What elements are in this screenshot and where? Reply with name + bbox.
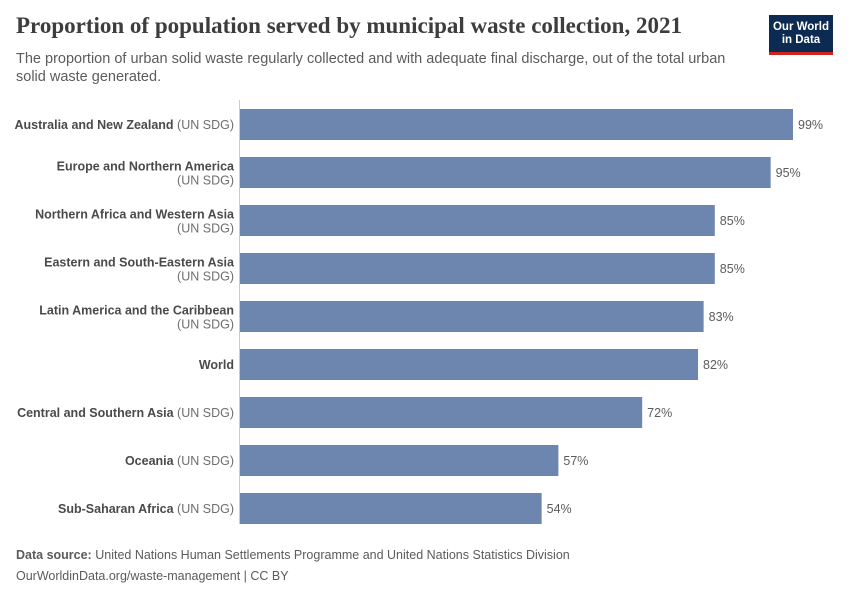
license-link[interactable]: OurWorldinData.org/waste-management | CC… <box>16 569 289 583</box>
category-label: Australia and New Zealand (UN SDG) <box>15 118 235 132</box>
category-suffix: (UN SDG) <box>174 118 234 132</box>
value-label: 54% <box>547 502 572 516</box>
value-label: 57% <box>563 454 588 468</box>
category-name: Australia and New Zealand <box>15 118 174 132</box>
bar[interactable] <box>240 493 542 524</box>
category-label: World <box>199 358 234 372</box>
data-source-text: United Nations Human Settlements Program… <box>95 548 570 562</box>
category-label: Oceania (UN SDG) <box>125 454 234 468</box>
data-source: Data source: United Nations Human Settle… <box>16 548 570 562</box>
category-label: Europe and Northern America <box>57 160 235 174</box>
value-label: 85% <box>720 262 745 276</box>
owid-logo[interactable]: Our World in Data <box>769 15 833 55</box>
bar[interactable] <box>240 445 559 476</box>
bar[interactable] <box>240 109 793 140</box>
category-suffix: (UN SDG) <box>174 406 234 420</box>
category-label: Eastern and South-Eastern Asia <box>44 256 235 270</box>
value-label: 82% <box>703 358 728 372</box>
category-name: World <box>199 358 234 372</box>
value-label: 99% <box>798 118 823 132</box>
value-label: 85% <box>720 214 745 228</box>
category-suffix: (UN SDG) <box>177 222 234 236</box>
logo-line-1: Our World <box>772 20 829 33</box>
data-source-label: Data source: <box>16 548 92 562</box>
logo-line-2: in Data <box>781 33 821 46</box>
bar-chart: 99% Australia and New Zealand (UN SDG) 95%… <box>15 100 823 524</box>
category-name: Sub-Saharan Africa <box>58 502 175 516</box>
category-name: Central and Southern Asia <box>17 406 175 420</box>
category-suffix: (UN SDG) <box>177 270 234 284</box>
bar[interactable] <box>240 253 715 284</box>
category-name: Oceania <box>125 454 175 468</box>
category-label: Sub-Saharan Africa (UN SDG) <box>58 502 234 516</box>
category-suffix: (UN SDG) <box>174 454 234 468</box>
category-suffix: (UN SDG) <box>177 174 234 188</box>
bar[interactable] <box>240 301 704 332</box>
chart-title: Proportion of population served by munic… <box>16 13 682 38</box>
category-label: Northern Africa and Western Asia <box>35 208 235 222</box>
category-suffix: (UN SDG) <box>174 502 234 516</box>
bar[interactable] <box>240 157 771 188</box>
category-label: Central and Southern Asia (UN SDG) <box>17 406 234 420</box>
bar[interactable] <box>240 205 715 236</box>
category-suffix: (UN SDG) <box>177 318 234 332</box>
category-label: Latin America and the Caribbean <box>39 304 234 318</box>
bar[interactable] <box>240 349 699 380</box>
chart-subtitle: The proportion of urban solid waste regu… <box>16 51 726 85</box>
value-label: 95% <box>776 166 801 180</box>
bar[interactable] <box>240 397 643 428</box>
value-label: 83% <box>709 310 734 324</box>
value-label: 72% <box>647 406 672 420</box>
